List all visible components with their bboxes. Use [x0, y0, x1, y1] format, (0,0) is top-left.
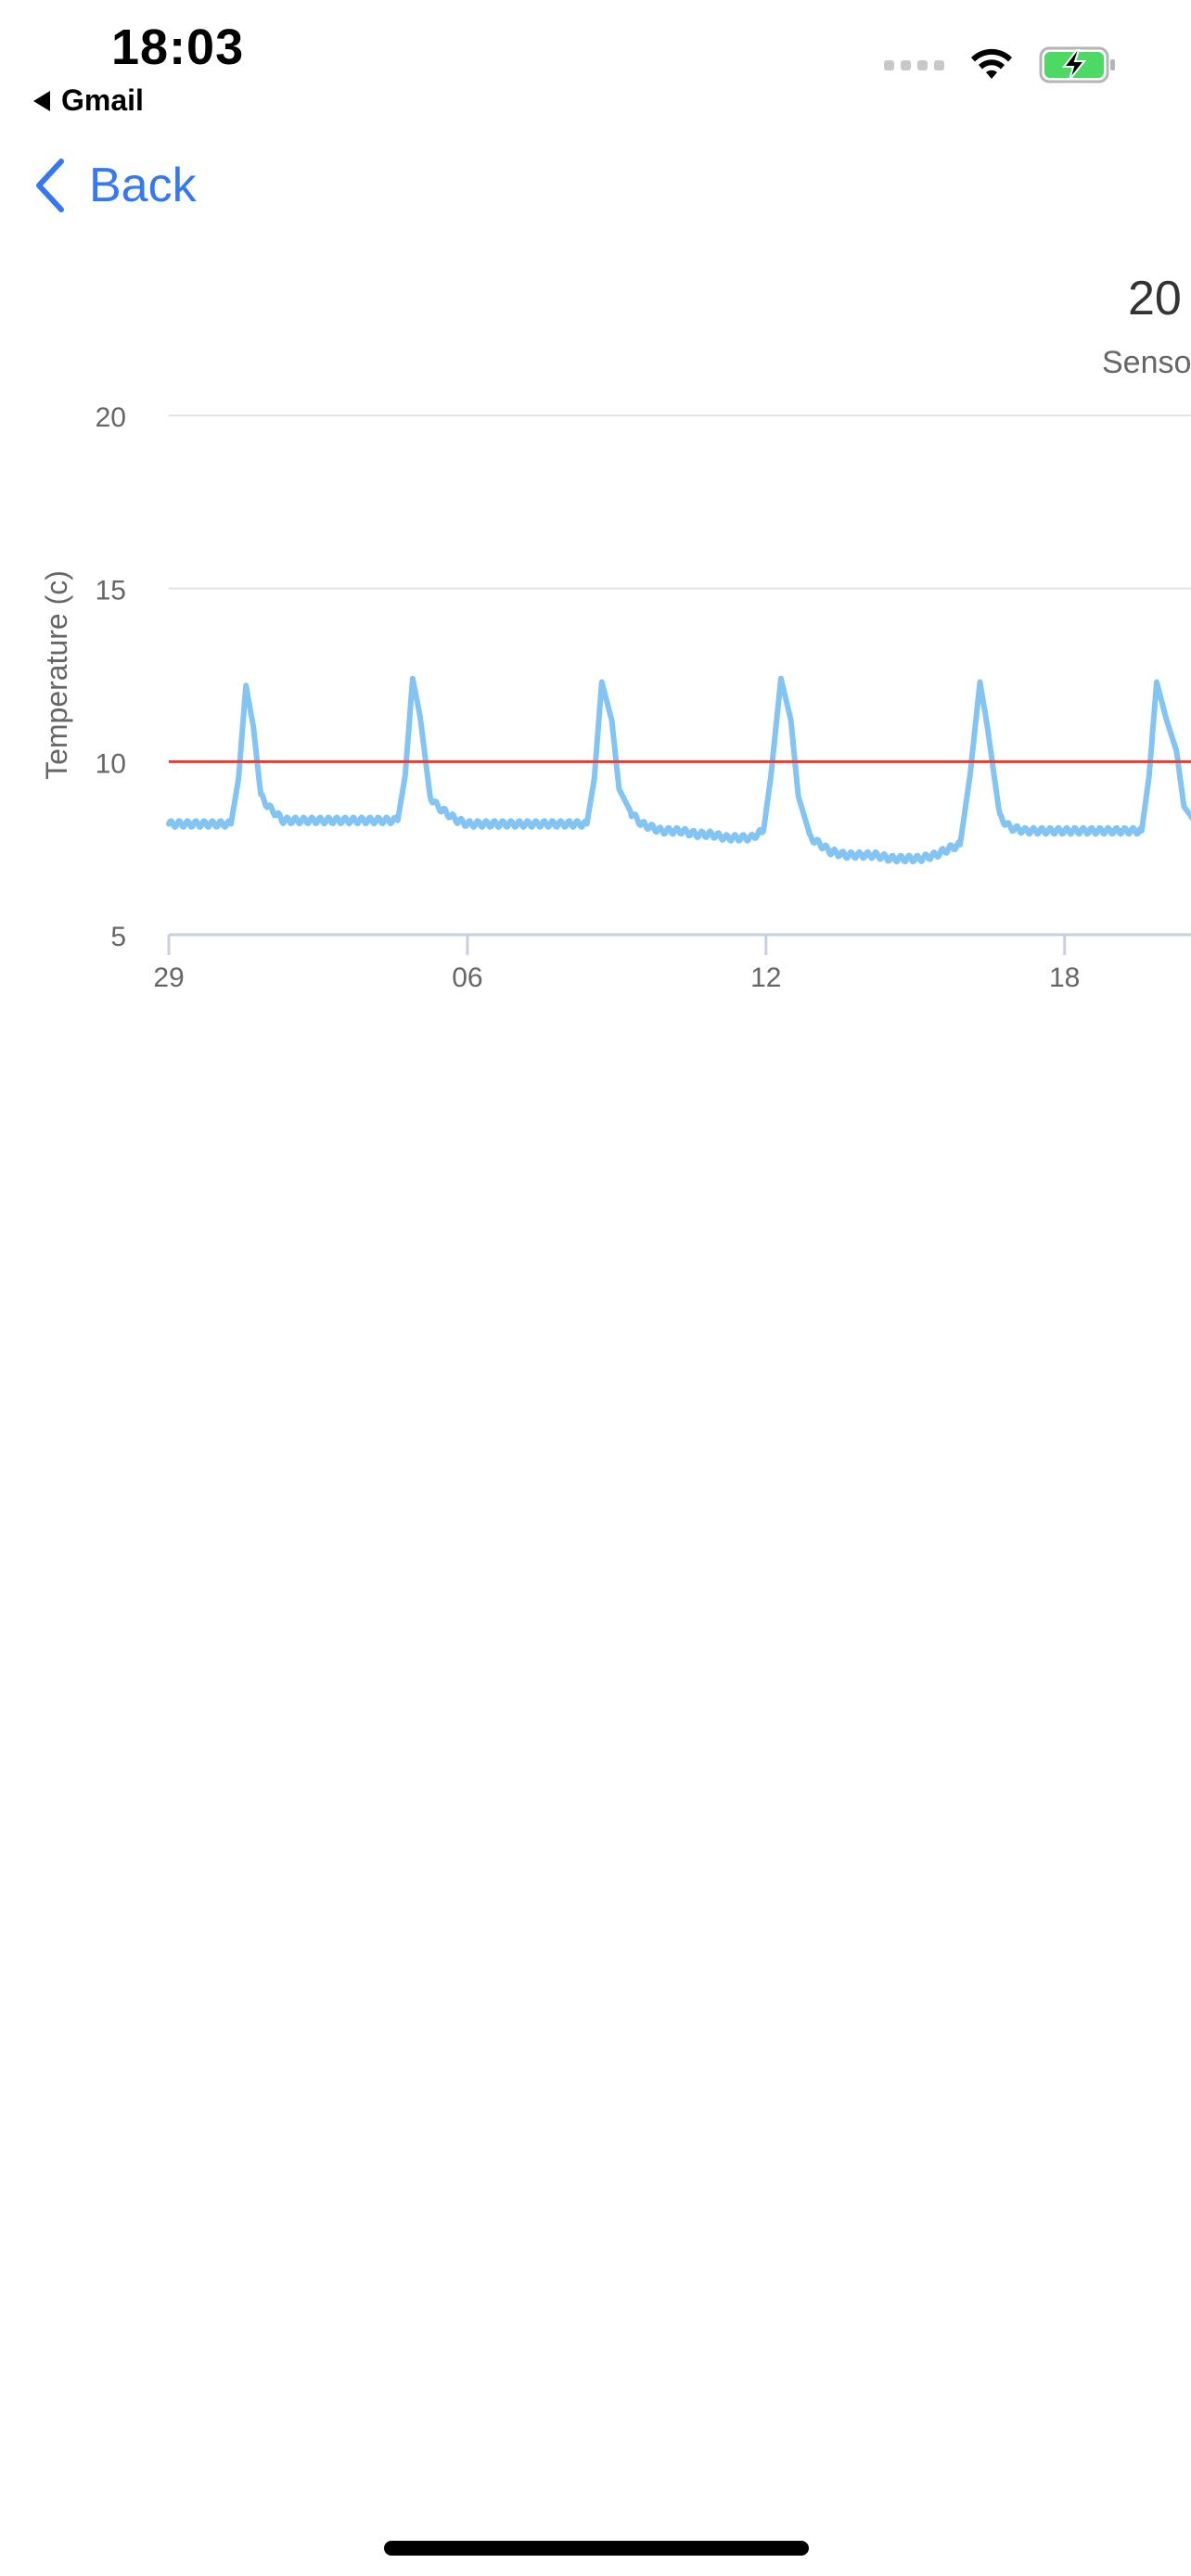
chevron-left-icon — [36, 159, 64, 212]
x-tick-label-06: 06 — [452, 963, 482, 993]
home-indicator[interactable] — [384, 2541, 809, 2556]
y-tick-label-10: 10 — [96, 748, 126, 779]
x-tick-label-29: 29 — [153, 963, 184, 993]
back-button-label: Back — [89, 159, 197, 212]
cellular-signal-icon — [884, 59, 944, 70]
header-subtitle: Senso — [1102, 345, 1191, 380]
y-axis-title: Temperature (c) — [40, 570, 73, 780]
x-tick-label-12: 12 — [750, 963, 781, 993]
y-tick-label-20: 20 — [96, 402, 126, 433]
header-value: 20 — [1128, 272, 1182, 325]
back-button[interactable]: Back — [33, 158, 197, 213]
status-back-app-label: Gmail — [61, 83, 144, 117]
y-tick-label-5: 5 — [110, 922, 126, 952]
y-tick-label-15: 15 — [96, 576, 126, 606]
battery-charging-icon — [1039, 46, 1115, 83]
back-triangle-icon — [33, 90, 50, 111]
status-time: 18:03 — [111, 19, 245, 75]
status-back-to-app[interactable]: Gmail — [33, 83, 144, 118]
wifi-icon — [971, 48, 1012, 79]
series-line-temperature — [166, 675, 1191, 865]
chart-svg: 5 10 15 20 29 06 12 18 Temperature (c) — [40, 402, 1191, 993]
temperature-chart: 5 10 15 20 29 06 12 18 Temperature (c) — [0, 0, 1191, 1020]
status-icons — [884, 46, 1117, 83]
x-tick-label-18: 18 — [1049, 963, 1080, 993]
